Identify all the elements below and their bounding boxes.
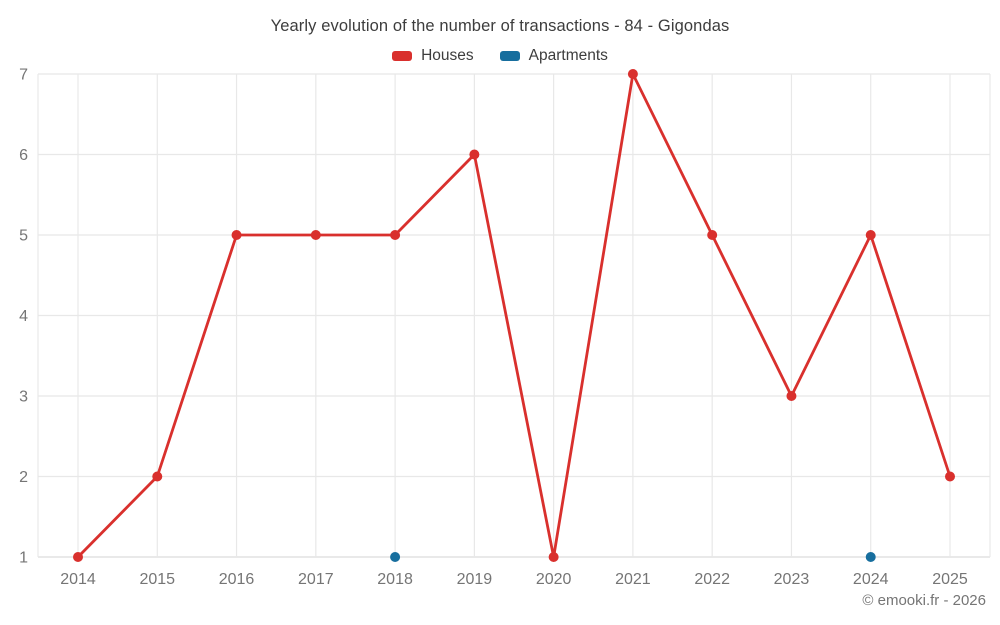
chart-title: Yearly evolution of the number of transa… (270, 17, 730, 35)
x-tick-label: 2021 (615, 571, 651, 588)
data-point-apartments (865, 552, 876, 562)
x-tick-label: 2020 (536, 571, 572, 588)
data-point-houses (786, 391, 797, 401)
x-tick-label: 2018 (377, 571, 413, 588)
data-point-houses (231, 230, 242, 240)
data-point-houses (469, 149, 480, 160)
y-tick-label: 4 (19, 308, 28, 325)
data-point-houses (152, 471, 163, 482)
x-tick-label: 2024 (853, 571, 889, 588)
x-tick-label: 2016 (219, 571, 255, 588)
y-tick-label: 3 (19, 389, 28, 406)
data-point-apartments (390, 552, 401, 562)
data-point-houses (945, 471, 955, 482)
y-tick-label: 1 (19, 550, 28, 567)
legend-label-houses: Houses (421, 47, 474, 64)
y-tick-label: 6 (19, 147, 28, 164)
x-tick-label: 2025 (932, 571, 968, 588)
copyright-text: © emooki.fr - 2026 (862, 592, 986, 609)
houses-swatch-icon (392, 51, 413, 61)
chart-legend: Houses Apartments (0, 47, 1000, 65)
x-tick-label: 2019 (457, 571, 493, 588)
legend-item-houses[interactable]: Houses (392, 47, 474, 65)
series-line-houses (76, 72, 952, 559)
data-point-houses (627, 69, 638, 79)
data-point-houses (707, 230, 718, 240)
data-point-houses (865, 230, 876, 240)
data-point-houses (548, 552, 559, 562)
y-tick-label: 5 (19, 228, 28, 245)
x-tick-label: 2023 (774, 571, 810, 588)
x-tick-label: 2022 (694, 571, 730, 588)
legend-item-apartments[interactable]: Apartments (499, 47, 608, 65)
legend-label-apartments: Apartments (528, 47, 608, 64)
data-point-houses (310, 230, 321, 240)
apartments-swatch-icon (499, 51, 520, 61)
x-tick-label: 2017 (298, 571, 334, 588)
y-tick-label: 2 (19, 469, 28, 486)
data-point-houses (390, 230, 401, 240)
x-tick-label: 2014 (60, 571, 96, 588)
data-point-houses (73, 552, 83, 562)
y-tick-label: 7 (19, 67, 28, 84)
x-tick-label: 2015 (139, 571, 175, 588)
